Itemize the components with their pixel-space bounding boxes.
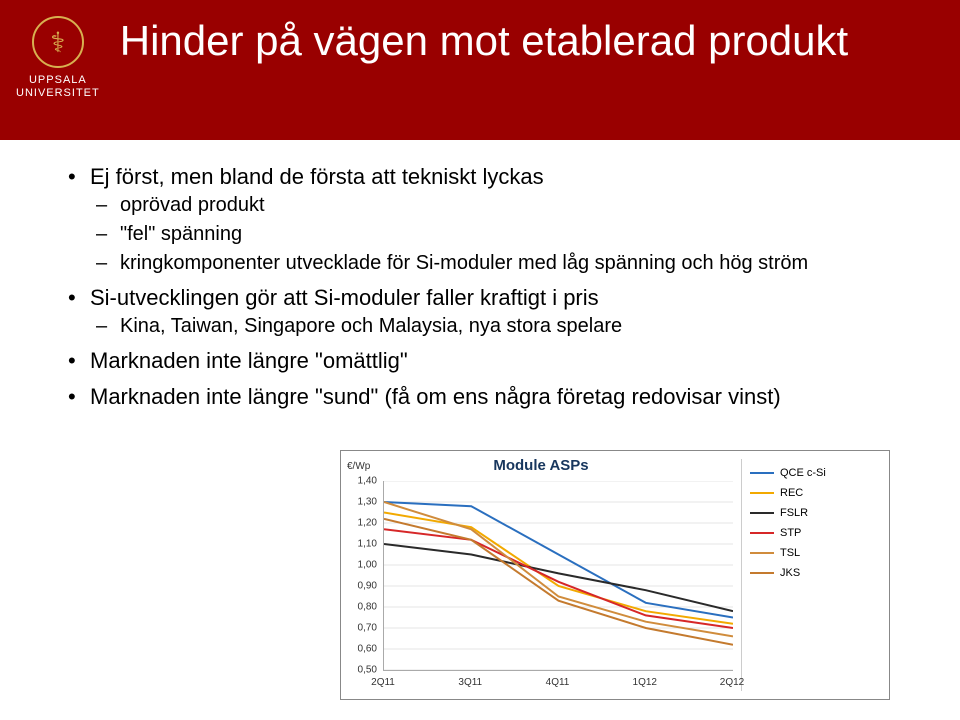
plot-region — [383, 481, 733, 671]
legend-label: REC — [780, 487, 803, 499]
sub-bullet-item: Kina, Taiwan, Singapore och Malaysia, ny… — [120, 315, 900, 338]
legend-item: FSLR — [750, 507, 881, 519]
x-tick: 2Q12 — [720, 677, 744, 688]
module-asps-chart: €/Wp Module ASPs 1,401,301,201,101,000,9… — [340, 450, 890, 700]
bullet-item: Si-utvecklingen gör att Si-moduler falle… — [90, 285, 900, 338]
x-tick: 3Q11 — [458, 677, 482, 688]
legend: QCE c-Si REC FSLR STP TSL JKS — [741, 459, 889, 691]
x-tick: 2Q11 — [371, 677, 395, 688]
legend-item: QCE c-Si — [750, 467, 881, 479]
bullet-text: Marknaden inte längre "omättlig" — [90, 348, 408, 373]
sub-bullet-item: kringkomponenter utvecklade för Si-modul… — [120, 252, 900, 275]
seal-glyph-icon: ⚕ — [50, 26, 65, 59]
sub-bullet-item: "fel" spänning — [120, 223, 900, 246]
plot-area: €/Wp Module ASPs 1,401,301,201,101,000,9… — [341, 451, 741, 699]
legend-item: STP — [750, 527, 881, 539]
y-tick: 0,60 — [358, 644, 377, 655]
bullet-list: Ej först, men bland de första att teknis… — [90, 164, 900, 410]
bullet-item: Marknaden inte längre "sund" (få om ens … — [90, 384, 900, 410]
x-tick: 1Q12 — [633, 677, 657, 688]
bullet-text: Marknaden inte längre "sund" (få om ens … — [90, 384, 781, 409]
sub-list: oprövad produkt "fel" spänning kringkompon… — [120, 194, 900, 275]
legend-swatch-icon — [750, 472, 774, 474]
legend-label: QCE c-Si — [780, 467, 826, 479]
sub-bullet-item: oprövad produkt — [120, 194, 900, 217]
y-tick: 1,30 — [358, 497, 377, 508]
y-tick: 0,80 — [358, 602, 377, 613]
y-tick: 1,10 — [358, 539, 377, 550]
legend-item: TSL — [750, 547, 881, 559]
y-tick: 1,00 — [358, 560, 377, 571]
y-tick: 0,90 — [358, 581, 377, 592]
bullet-item: Marknaden inte längre "omättlig" — [90, 348, 900, 374]
legend-label: FSLR — [780, 507, 808, 519]
logo-text: UPPSALA UNIVERSITET — [16, 74, 100, 100]
legend-swatch-icon — [750, 572, 774, 574]
legend-label: TSL — [780, 547, 800, 559]
legend-label: JKS — [780, 567, 800, 579]
logo-line1: UPPSALA — [29, 74, 87, 86]
legend-item: REC — [750, 487, 881, 499]
x-tick-labels: 2Q113Q114Q111Q122Q12 — [383, 677, 733, 693]
content-body: Ej först, men bland de första att teknis… — [0, 140, 960, 410]
logo-line2: UNIVERSITET — [16, 87, 100, 99]
y-tick: 1,40 — [358, 476, 377, 487]
y-tick: 1,20 — [358, 518, 377, 529]
legend-item: JKS — [750, 567, 881, 579]
seal-icon: ⚕ — [32, 16, 84, 68]
sub-list: Kina, Taiwan, Singapore och Malaysia, ny… — [120, 315, 900, 338]
page-title: Hinder på vägen mot etablerad produkt — [120, 18, 848, 64]
legend-swatch-icon — [750, 492, 774, 494]
legend-swatch-icon — [750, 532, 774, 534]
legend-label: STP — [780, 527, 801, 539]
y-tick-labels: 1,401,301,201,101,000,900,800,700,600,50 — [345, 481, 379, 671]
bullet-text: Si-utvecklingen gör att Si-moduler falle… — [90, 285, 599, 310]
x-tick: 4Q11 — [546, 677, 570, 688]
university-logo: ⚕ UPPSALA UNIVERSITET — [16, 16, 100, 100]
legend-swatch-icon — [750, 552, 774, 554]
y-tick: 0,70 — [358, 623, 377, 634]
bullet-item: Ej först, men bland de första att teknis… — [90, 164, 900, 275]
header: ⚕ UPPSALA UNIVERSITET Hinder på vägen mo… — [0, 0, 960, 140]
bullet-text: Ej först, men bland de första att teknis… — [90, 164, 544, 189]
y-tick: 0,50 — [358, 665, 377, 676]
chart-title: Module ASPs — [341, 457, 741, 474]
legend-swatch-icon — [750, 512, 774, 514]
